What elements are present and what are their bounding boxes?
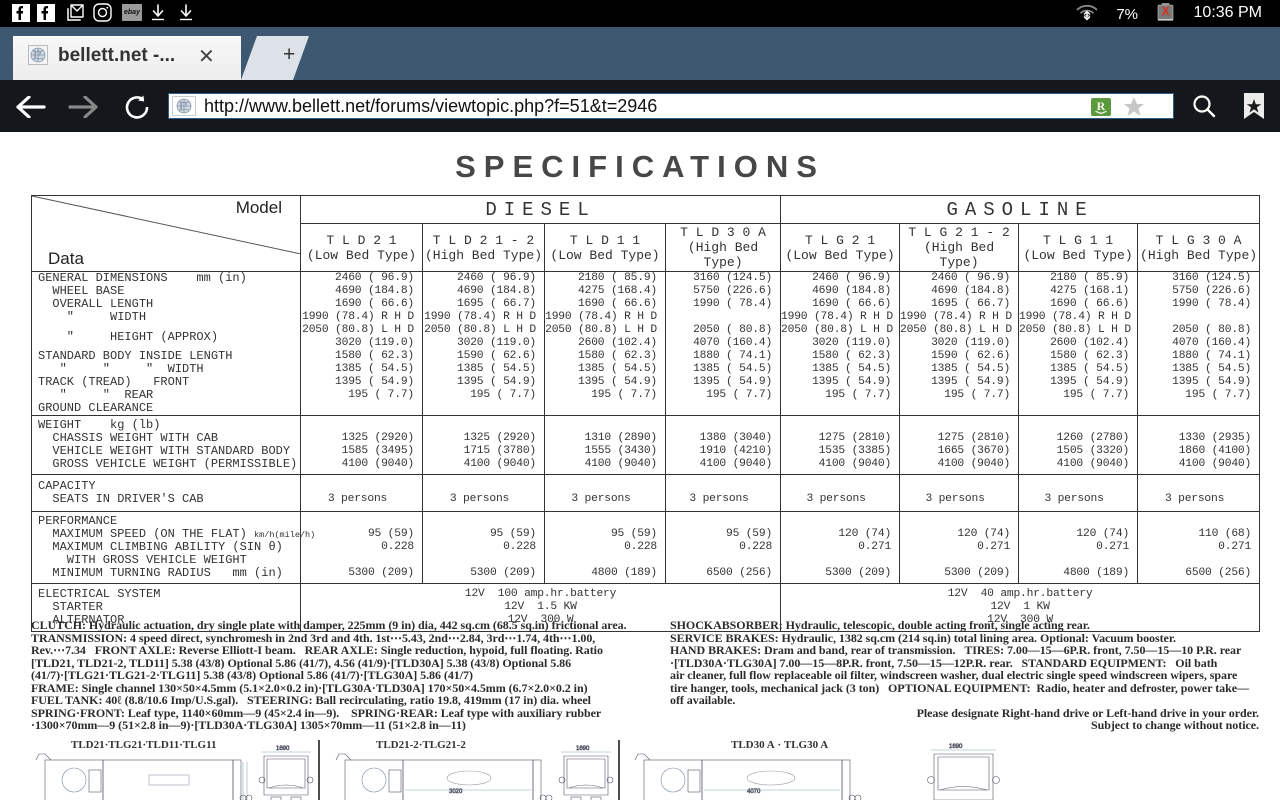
svg-text:1690: 1690 [949, 744, 963, 750]
svg-text:1690: 1690 [276, 746, 290, 752]
svg-text:R: R [1097, 99, 1106, 113]
svg-text:TLD30 A · TLG30 A: TLD30 A · TLG30 A [731, 740, 828, 751]
svg-text:TLD21-2·TLG21-2: TLD21-2·TLG21-2 [376, 740, 466, 751]
svg-text:1690: 1690 [576, 746, 590, 752]
svg-text:X: X [1161, 5, 1170, 19]
svg-text:TLD21·TLG21·TLD11·TLG11: TLD21·TLG21·TLD11·TLG11 [71, 740, 217, 751]
